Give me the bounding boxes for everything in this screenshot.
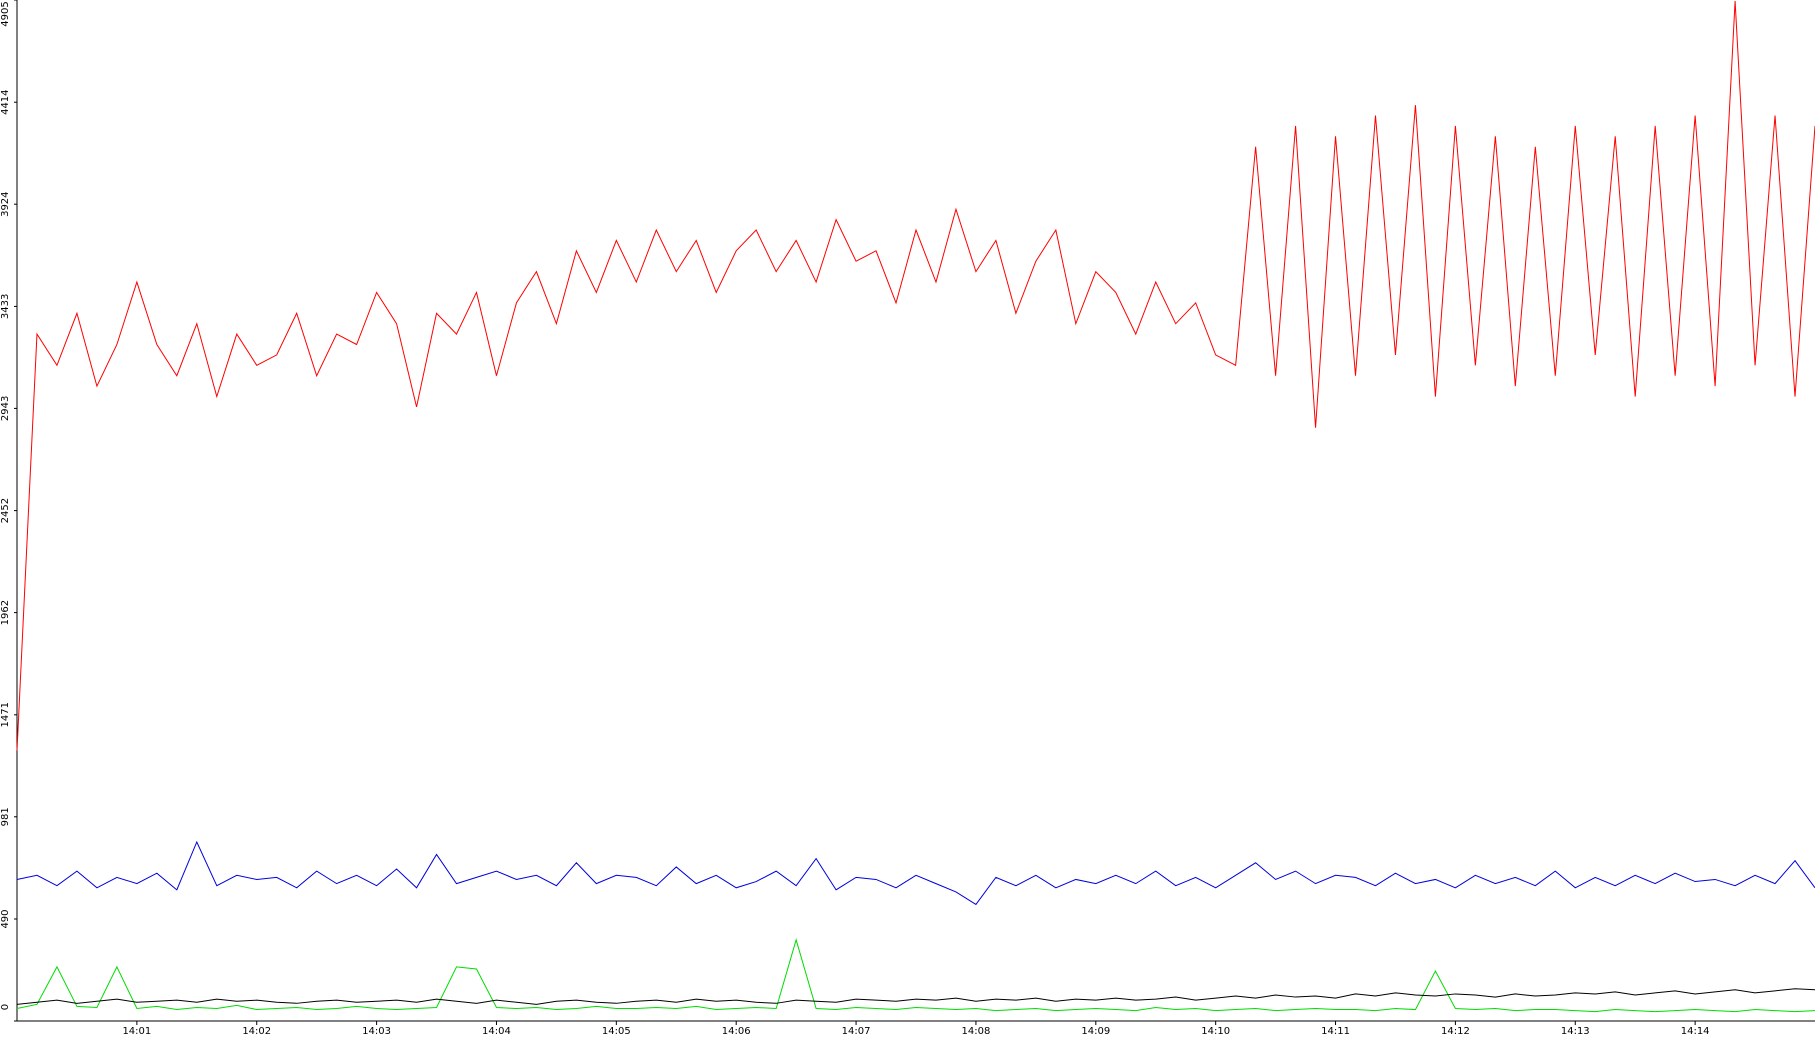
x-tick-label: 14:04 xyxy=(482,1026,511,1037)
x-tick-label: 14:06 xyxy=(722,1026,751,1037)
x-tick-label: 14:02 xyxy=(242,1026,271,1037)
y-tick-label: 0 xyxy=(0,1004,11,1010)
y-tick-label: 2452 xyxy=(0,498,11,523)
x-tick-label: 14:08 xyxy=(962,1026,991,1037)
y-tick-label: 1471 xyxy=(0,702,11,727)
x-tick-label: 14:11 xyxy=(1321,1026,1350,1037)
y-tick-label: 1962 xyxy=(0,600,11,625)
y-tick-label: 3924 xyxy=(0,191,11,216)
y-tick-label: 4905 xyxy=(0,1,11,26)
series-line xyxy=(16,840,1815,906)
x-tick-label: 14:07 xyxy=(842,1026,871,1037)
x-tick-label: 14:13 xyxy=(1561,1026,1590,1037)
y-tick-label: 490 xyxy=(0,909,11,928)
x-tick-label: 14:10 xyxy=(1201,1026,1230,1037)
x-tick-label: 14:09 xyxy=(1081,1026,1110,1037)
series-line xyxy=(16,938,1815,1013)
y-tick-label: 2943 xyxy=(0,396,11,421)
series-line xyxy=(16,1,1815,751)
x-tick-label: 14:05 xyxy=(602,1026,631,1037)
y-tick-label: 3433 xyxy=(0,294,11,319)
x-tick-label: 14:03 xyxy=(362,1026,391,1037)
y-tick-label: 981 xyxy=(0,807,11,826)
x-tick-label: 14:14 xyxy=(1681,1026,1710,1037)
x-tick-label: 14:12 xyxy=(1441,1026,1470,1037)
series-line xyxy=(16,988,1815,1005)
x-tick-label: 14:01 xyxy=(122,1026,151,1037)
y-tick-label: 4414 xyxy=(0,89,11,114)
